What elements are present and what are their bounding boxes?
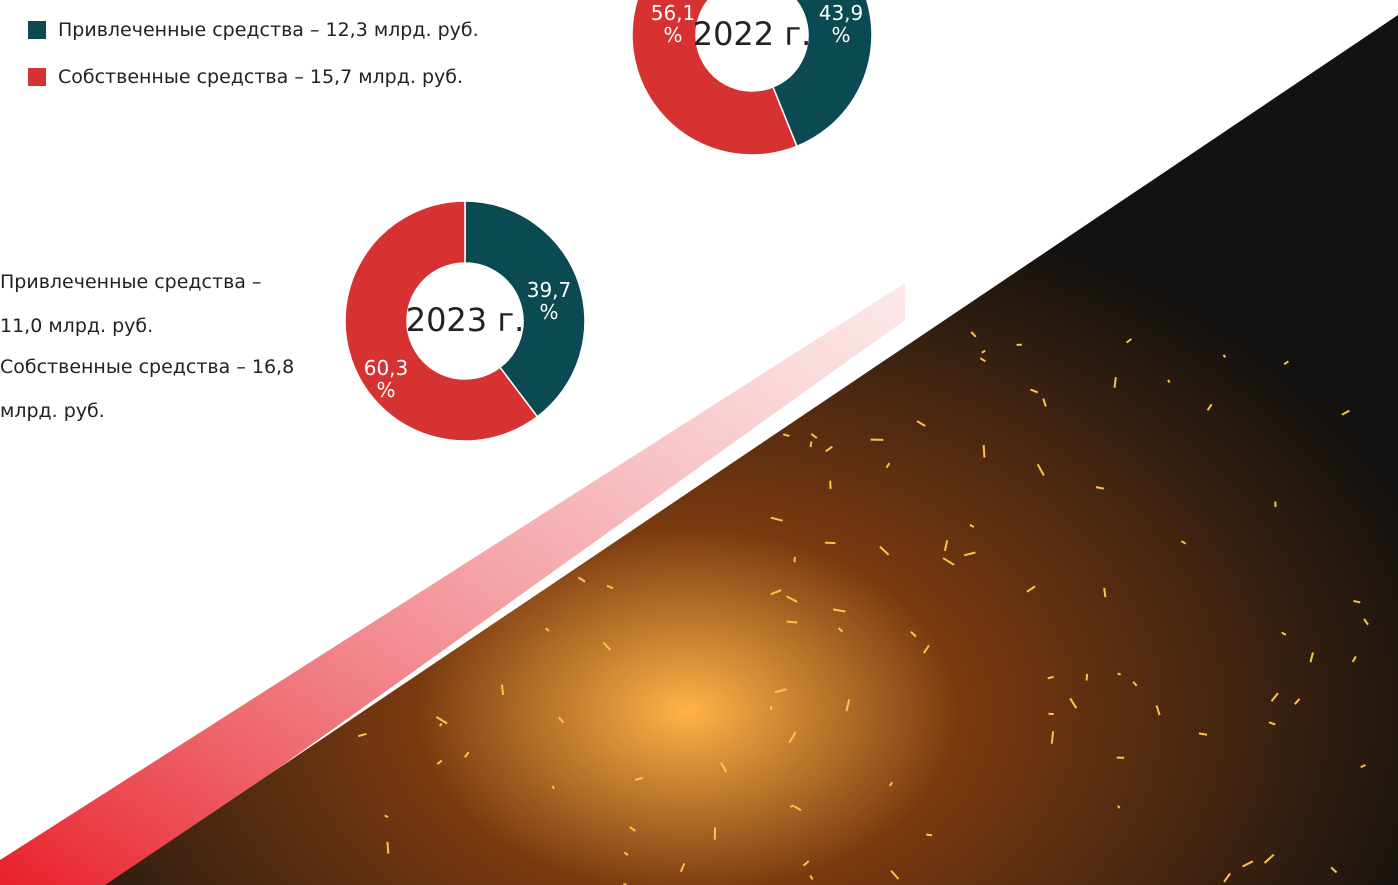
- donut-center-title: 2022 г.: [682, 15, 822, 53]
- value-label: 60,3 %: [363, 357, 409, 401]
- legend-label: Привлеченные средства – 12,3 млрд. руб.: [58, 8, 658, 52]
- value-label: 43,9 %: [818, 2, 864, 46]
- legend-label: Собственные средства – 16,8 млрд. руб.: [0, 345, 300, 433]
- legend-marker: [28, 68, 46, 86]
- legend-label: Привлеченные средства – 11,0 млрд. руб.: [0, 260, 300, 348]
- charts: [0, 0, 1398, 885]
- legend-marker: [28, 21, 46, 39]
- donut-center-title: 2023 г.: [395, 301, 535, 339]
- page: 43,9 % Привлеченные средства – 12,3 млрд.…: [0, 0, 1398, 885]
- legend-label: Собственные средства – 15,7 млрд. руб.: [58, 55, 658, 99]
